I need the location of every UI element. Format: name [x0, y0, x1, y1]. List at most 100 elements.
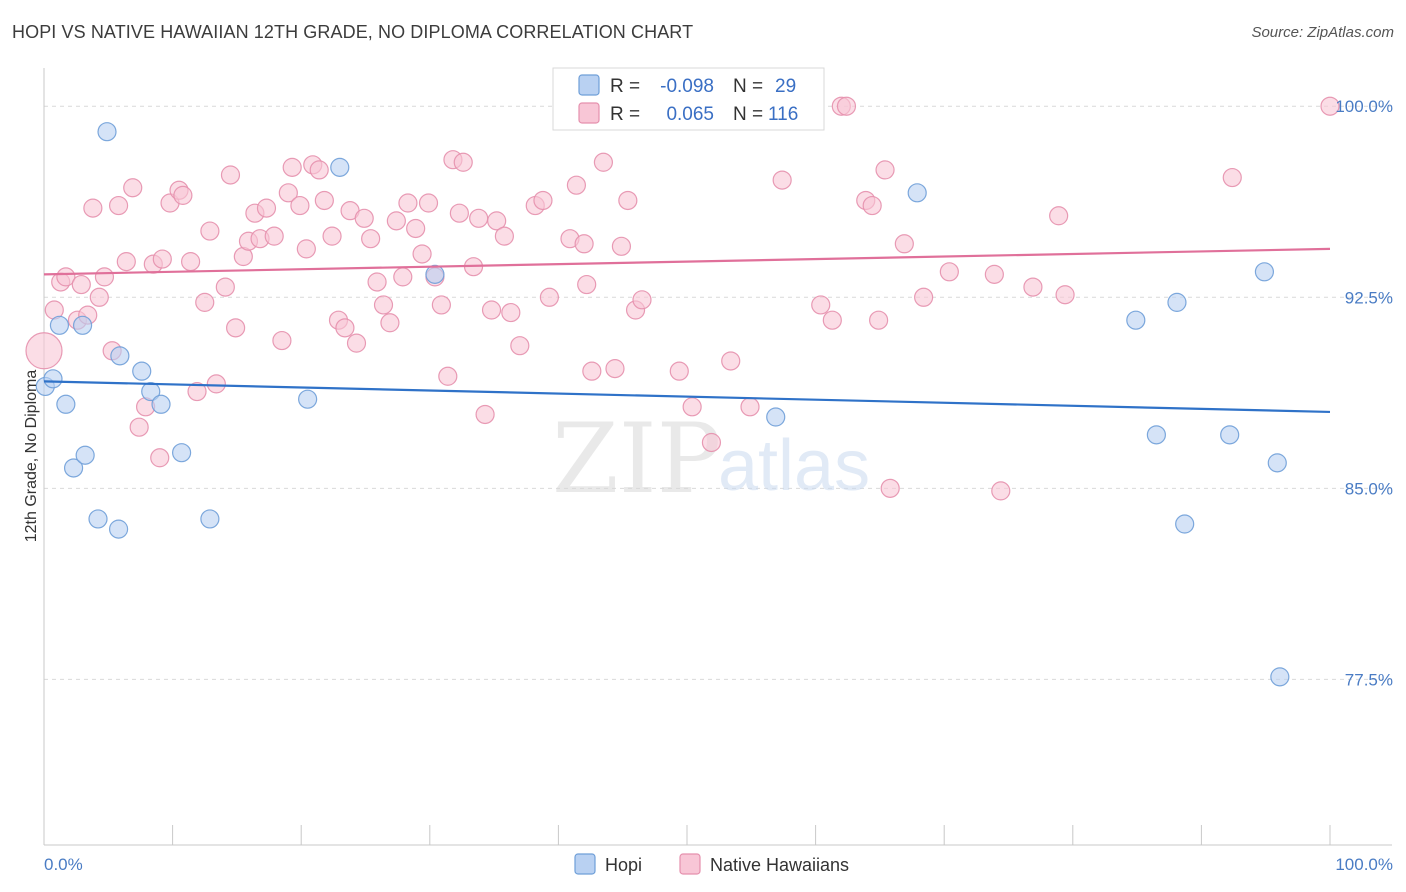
point-native-hawaiians-25 [200, 221, 220, 241]
point-native-hawaiians-61 [431, 295, 451, 315]
point-native-hawaiians-12 [116, 252, 136, 272]
point-native-hawaiians-73 [510, 336, 530, 356]
point-native-hawaiians-57 [406, 218, 426, 239]
x-tick-label-1: 100.0% [1335, 855, 1393, 874]
point-native-hawaiians-84 [611, 236, 632, 256]
point-native-hawaiians-50 [361, 229, 381, 249]
axes-layer [43, 68, 1392, 846]
point-native-hawaiians-44 [322, 226, 342, 246]
point-hopi-25 [1220, 425, 1240, 445]
trend-line-native-hawaiians [43, 247, 1331, 276]
point-hopi-5 [72, 315, 93, 335]
point-native-hawaiians-80 [577, 274, 597, 295]
point-native-hawaiians-64 [449, 203, 469, 223]
point-hopi-28 [1270, 667, 1290, 687]
y-tick-label-0: 77.5% [1345, 670, 1393, 689]
x-tick-labels: 0.0% 100.0% [44, 855, 1393, 874]
point-native-hawaiians-78 [566, 175, 587, 195]
legend-swatch-hopi [578, 74, 600, 96]
grid-layer [44, 105, 1392, 680]
point-native-hawaiians-23 [187, 381, 207, 402]
legend-n-label-hopi: N = [733, 76, 763, 97]
point-native-hawaiians-37 [278, 183, 298, 203]
point-native-hawaiians-110 [1055, 285, 1075, 305]
point-native-hawaiians-51 [367, 272, 387, 292]
point-hopi-19 [766, 407, 786, 427]
legend-r-value-hopi: -0.098 [660, 76, 714, 97]
point-native-hawaiians-11 [108, 195, 129, 216]
point-native-hawaiians-88 [669, 361, 689, 381]
y-tick-labels: 77.5% 85.0% 92.5% 100.0% [1335, 97, 1393, 689]
point-native-hawaiians-100 [869, 310, 889, 330]
point-hopi-3 [56, 394, 76, 414]
point-native-hawaiians-81 [582, 361, 602, 381]
point-native-hawaiians-58 [412, 244, 432, 264]
point-native-hawaiians-49 [354, 208, 374, 228]
point-native-hawaiians-39 [290, 195, 310, 216]
bottom-legend: Hopi Native Hawaiians [574, 853, 849, 875]
point-native-hawaiians-43 [314, 190, 334, 211]
y-tick-label-2: 92.5% [1345, 288, 1393, 307]
points-layer [25, 96, 1340, 687]
point-hopi-12 [141, 381, 161, 402]
legend-swatch-native-hawaiians [578, 102, 600, 124]
point-native-hawaiians-87 [632, 290, 652, 310]
point-native-hawaiians-46 [335, 318, 355, 338]
point-hopi-8 [97, 122, 117, 142]
y-axis-label: 12th Grade, No Diploma [23, 370, 40, 543]
point-native-hawaiians-22 [181, 252, 201, 272]
point-native-hawaiians-103 [894, 234, 914, 254]
point-native-hawaiians-55 [393, 267, 413, 287]
point-hopi-23 [1167, 292, 1187, 312]
point-hopi-20 [907, 183, 927, 203]
legend-n-value-hopi: 29 [775, 76, 796, 97]
legend-r-value-nh: 0.065 [666, 104, 714, 125]
legend-n-value-nh: 116 [768, 104, 798, 125]
point-hopi-22 [1146, 425, 1166, 445]
watermark-atlas: atlas [718, 426, 870, 506]
point-hopi-1 [43, 369, 63, 389]
point-native-hawaiians-48 [346, 333, 367, 353]
point-native-hawaiians-28 [220, 165, 241, 185]
point-native-hawaiians-34 [256, 198, 277, 218]
point-native-hawaiians-108 [1023, 277, 1043, 297]
point-native-hawaiians-72 [501, 302, 521, 323]
point-native-hawaiians-93 [772, 170, 792, 190]
bottom-legend-swatch-native-hawaiians [679, 853, 701, 875]
point-native-hawaiians-82 [593, 152, 614, 172]
point-native-hawaiians-62 [438, 366, 458, 386]
point-native-hawaiians-112 [1320, 96, 1340, 116]
point-native-hawaiians-13 [123, 178, 143, 198]
point-hopi-2 [49, 315, 70, 335]
point-native-hawaiians-90 [701, 432, 722, 453]
bottom-legend-swatch-hopi [574, 853, 596, 875]
x-tick-label-0: 0.0% [44, 855, 83, 874]
point-hopi-9 [108, 519, 129, 539]
point-native-hawaiians-42 [309, 160, 329, 180]
point-hopi-15 [200, 509, 220, 529]
point-hopi-7 [88, 509, 108, 529]
point-native-hawaiians-29 [226, 318, 246, 338]
top-legend: R = -0.098 N = 29 R = 0.065 N = 116 [552, 67, 825, 131]
point-native-hawaiians-76 [539, 287, 559, 307]
point-native-hawaiians-8 [89, 287, 109, 307]
point-native-hawaiians-35 [264, 226, 284, 246]
point-native-hawaiians-105 [939, 262, 959, 282]
point-hopi-24 [1175, 514, 1195, 534]
point-native-hawaiians-91 [721, 351, 741, 371]
point-native-hawaiians-75 [533, 190, 553, 211]
point-native-hawaiians-59 [418, 193, 439, 213]
point-native-hawaiians-102 [880, 478, 900, 498]
legend-n-label-nh: N = [733, 104, 763, 125]
point-native-hawaiians-67 [469, 208, 489, 228]
point-native-hawaiians-3 [56, 267, 76, 287]
point-hopi-10 [110, 346, 130, 366]
point-native-hawaiians-36 [272, 330, 292, 351]
point-hopi-6 [75, 445, 95, 465]
point-native-hawaiians-99 [862, 195, 882, 216]
point-hopi-11 [132, 361, 152, 381]
point-native-hawaiians-68 [475, 404, 495, 425]
point-native-hawaiians-109 [1049, 206, 1069, 226]
